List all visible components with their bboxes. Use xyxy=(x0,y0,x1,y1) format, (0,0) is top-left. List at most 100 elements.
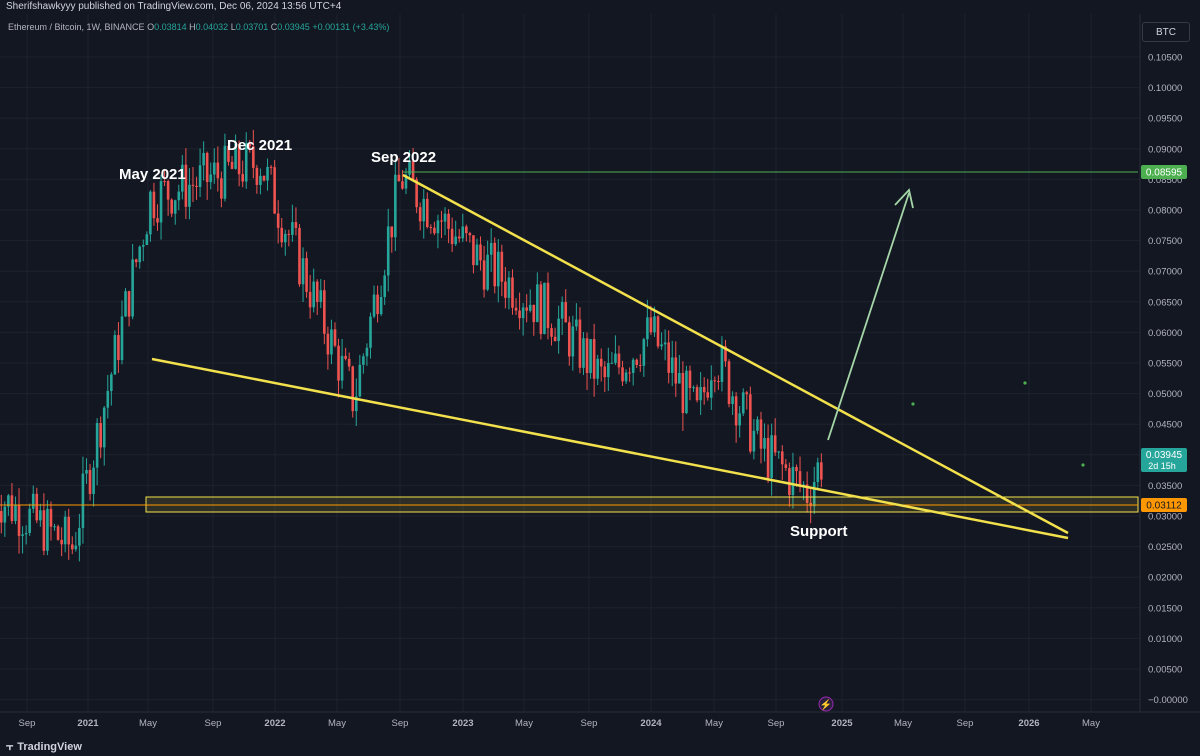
candle-body xyxy=(134,259,138,263)
x-tick-label: May xyxy=(705,718,723,729)
x-tick-label: Sep xyxy=(205,718,222,729)
candle-body xyxy=(741,392,745,414)
candle-body xyxy=(102,407,106,448)
candle-body xyxy=(70,544,74,550)
low-label: L xyxy=(230,22,236,32)
candle-body xyxy=(465,226,468,234)
candle-body xyxy=(571,326,575,357)
close-label: C xyxy=(270,22,278,32)
x-tick-label: May xyxy=(894,718,912,729)
candle-body xyxy=(198,165,202,187)
candle-body xyxy=(493,242,497,287)
candle-body xyxy=(429,227,433,229)
candle-body xyxy=(607,363,610,378)
candle-body xyxy=(816,462,820,482)
candle-body xyxy=(638,364,642,366)
tradingview-logo[interactable]: ⫟ TradingView xyxy=(6,739,82,754)
candle-body xyxy=(795,466,798,472)
x-tick-label: 2024 xyxy=(640,718,662,729)
candle-body xyxy=(472,235,475,266)
candle-body xyxy=(585,338,589,374)
candle-body xyxy=(401,181,404,189)
x-tick-label: Sep xyxy=(768,718,785,729)
support-price-label: 0.03112 xyxy=(1141,498,1187,512)
candle-body xyxy=(699,386,702,401)
candle-body xyxy=(784,464,788,469)
candle-body xyxy=(3,506,7,523)
candle-body xyxy=(528,304,532,311)
candle-body xyxy=(482,260,486,290)
symbol-name[interactable]: Ethereum / Bitcoin, 1W, BINANCE xyxy=(8,22,145,32)
resistance-price-text: 0.08595 xyxy=(1146,168,1183,179)
candle-body xyxy=(557,318,560,342)
candle-body xyxy=(248,143,252,147)
candle-body xyxy=(525,307,528,311)
candle-body xyxy=(511,277,514,308)
candle-body xyxy=(159,181,163,223)
candle-body xyxy=(788,468,791,495)
y-tick-label: 0.02000 xyxy=(1148,573,1182,584)
candle-body xyxy=(756,419,759,431)
candle-body xyxy=(521,307,525,319)
candle-body xyxy=(312,281,315,308)
candle-body xyxy=(287,233,291,235)
candle-body xyxy=(812,481,816,507)
candle-body xyxy=(436,220,440,234)
candle-body xyxy=(681,372,685,414)
candle-body xyxy=(468,233,472,236)
currency-button[interactable]: BTC xyxy=(1142,22,1190,42)
chart-grid xyxy=(0,14,1140,712)
candle-body xyxy=(489,242,493,255)
y-tick-label: 0.05500 xyxy=(1148,359,1182,370)
candle-body xyxy=(181,164,184,192)
candle-body xyxy=(773,435,777,453)
candle-body xyxy=(170,199,173,214)
candle-body xyxy=(131,259,134,317)
projection-dot xyxy=(1081,463,1085,467)
candle-body xyxy=(234,143,237,169)
candle-body xyxy=(422,198,426,222)
candle-body xyxy=(720,346,724,382)
y-tick-label: 0.07000 xyxy=(1148,267,1182,278)
y-tick-label: 0.08000 xyxy=(1148,206,1182,217)
y-tick-label: 0.08500 xyxy=(1148,175,1182,186)
annotation-sep-2022: Sep 2022 xyxy=(371,149,436,166)
candle-body xyxy=(713,380,717,382)
high-value: 0.04032 xyxy=(195,22,229,32)
candle-body xyxy=(305,258,308,292)
candle-body xyxy=(365,347,369,357)
candle-body xyxy=(326,333,330,355)
candle-body xyxy=(184,164,188,207)
candle-body xyxy=(42,510,46,551)
candle-body xyxy=(628,372,631,374)
candle-body xyxy=(383,275,386,297)
y-tick-label: 0.03500 xyxy=(1148,481,1182,492)
candle-body xyxy=(734,396,738,426)
x-tick-label: Sep xyxy=(19,718,36,729)
x-tick-label: 2023 xyxy=(452,718,473,729)
candle-body xyxy=(820,462,823,480)
candle-body xyxy=(603,366,607,378)
candle-body xyxy=(674,357,678,384)
candle-body xyxy=(646,317,649,340)
candle-body xyxy=(685,370,688,414)
candle-body xyxy=(85,469,88,474)
candle-body xyxy=(173,200,177,214)
candle-body xyxy=(777,451,781,453)
candle-body xyxy=(411,160,415,180)
candle-body xyxy=(454,236,457,245)
candle-body xyxy=(415,179,418,208)
upper-trendline xyxy=(402,173,1069,535)
candle-body xyxy=(635,359,639,365)
candle-body xyxy=(145,234,149,246)
candle-body xyxy=(461,226,465,239)
symbol-info: Ethereum / Bitcoin, 1W, BINANCE O0.03814… xyxy=(8,22,389,32)
x-tick-label: 2021 xyxy=(77,718,99,729)
x-tick-label: 2022 xyxy=(264,718,285,729)
candle-body xyxy=(88,469,92,494)
y-tick-label: 0.06500 xyxy=(1148,297,1182,308)
candle-body xyxy=(709,380,713,398)
candle-body xyxy=(333,329,337,346)
annotation-may-2021: May 2021 xyxy=(119,166,186,183)
